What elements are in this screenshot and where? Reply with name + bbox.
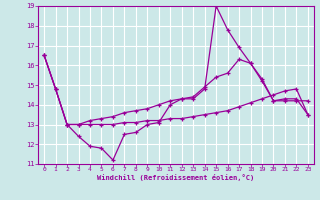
X-axis label: Windchill (Refroidissement éolien,°C): Windchill (Refroidissement éolien,°C) (97, 174, 255, 181)
